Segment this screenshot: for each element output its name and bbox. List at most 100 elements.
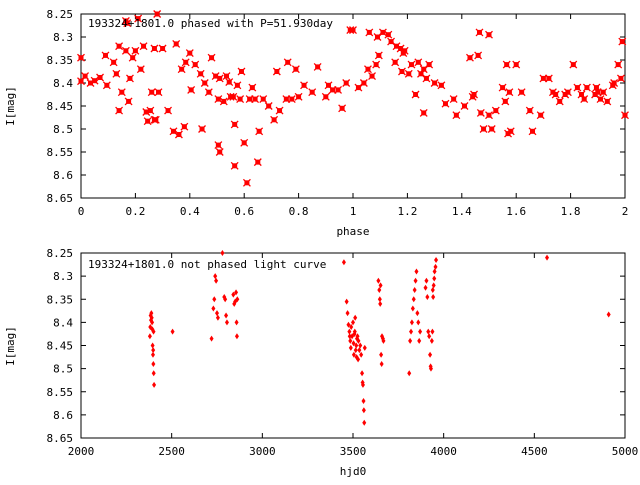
data-point	[379, 351, 384, 358]
data-point	[234, 333, 239, 340]
data-point	[185, 49, 194, 58]
data-point	[272, 67, 281, 76]
data-points	[147, 250, 611, 426]
data-point	[233, 81, 242, 90]
data-point	[222, 72, 231, 81]
data-point	[449, 95, 458, 104]
data-point	[351, 351, 356, 358]
data-point	[414, 268, 419, 275]
data-point	[237, 67, 246, 76]
data-point	[81, 72, 90, 81]
data-point	[376, 277, 381, 284]
data-point	[150, 342, 155, 349]
data-point	[411, 296, 416, 303]
data-point	[90, 76, 99, 85]
data-point	[418, 328, 423, 335]
y-tick-label: 8.35	[47, 54, 74, 67]
data-point	[582, 83, 591, 92]
data-point	[347, 333, 352, 340]
data-point	[470, 90, 478, 99]
data-point	[230, 120, 239, 129]
data-point	[344, 298, 349, 305]
data-point	[112, 69, 121, 78]
data-point	[77, 77, 85, 86]
data-point	[379, 361, 384, 367]
data-point	[225, 78, 234, 87]
data-point	[487, 125, 496, 133]
data-point	[431, 293, 436, 300]
data-point	[164, 106, 172, 115]
data-point	[353, 347, 358, 354]
data-point	[417, 337, 422, 344]
data-point	[308, 88, 317, 97]
data-point	[391, 58, 400, 67]
data-point	[414, 58, 423, 67]
data-point	[362, 419, 367, 426]
data-point	[400, 46, 409, 55]
data-point	[177, 65, 186, 74]
data-point	[378, 28, 387, 37]
data-point	[357, 347, 362, 354]
data-point	[378, 282, 383, 289]
y-tick-label: 8.4	[53, 316, 73, 329]
data-point	[180, 122, 189, 131]
y-tick-label: 8.5	[53, 363, 73, 376]
data-point	[139, 42, 148, 51]
data-point	[214, 277, 219, 284]
data-point	[361, 398, 366, 404]
data-point	[413, 277, 418, 284]
phased-plot-panel: 8.25 8.3 8.35 8.4 8.45 8.5 8.55 8.6 8.65 0 0.2 0.4…	[4, 8, 629, 238]
data-point	[253, 158, 262, 167]
x-tick-label: 5000	[612, 445, 639, 458]
x-tick-label: 0.8	[289, 205, 309, 218]
data-point	[416, 319, 421, 326]
y-axis-label: I[mag]	[4, 326, 17, 366]
data-point	[425, 60, 434, 69]
data-point	[431, 282, 436, 289]
data-point	[215, 314, 220, 321]
y-axis-ticks: 8.25 8.3 8.35 8.4 8.45 8.5 8.55 8.6 8.65	[47, 8, 625, 205]
data-point	[234, 289, 239, 296]
data-point	[460, 102, 469, 110]
data-point	[200, 79, 209, 87]
x-tick-label: 1.4	[452, 205, 472, 218]
data-point	[437, 81, 446, 90]
data-point	[425, 293, 430, 300]
y-tick-label: 8.65	[47, 192, 74, 205]
data-point	[377, 287, 382, 293]
data-point	[152, 381, 157, 388]
data-point	[154, 88, 163, 97]
data-point	[349, 26, 357, 35]
y-tick-label: 8.3	[53, 31, 73, 44]
data-point	[134, 14, 143, 23]
data-point	[606, 311, 611, 318]
data-point	[147, 333, 152, 340]
data-point	[229, 92, 238, 101]
data-point	[215, 148, 224, 156]
data-point	[512, 60, 521, 69]
data-point	[368, 72, 376, 81]
data-point	[169, 127, 178, 136]
x-axis-ticks: 0 0.2 0.4 0.6 0.8 1 1.2 1.4 1.6 1.8 2	[78, 14, 628, 218]
data-point	[174, 130, 183, 139]
data-point	[150, 351, 155, 358]
data-point	[215, 310, 219, 317]
data-point	[207, 53, 216, 62]
data-point	[128, 53, 137, 62]
data-point	[433, 263, 438, 270]
data-point	[349, 324, 354, 330]
data-point	[146, 106, 155, 115]
y-tick-label: 8.5	[53, 123, 73, 136]
data-point	[356, 356, 361, 363]
data-point	[264, 102, 273, 110]
data-point	[338, 104, 347, 113]
data-point	[153, 10, 162, 18]
data-point	[346, 321, 351, 328]
data-point	[149, 314, 154, 321]
data-point	[334, 85, 342, 94]
data-point	[353, 314, 358, 321]
data-point	[196, 69, 205, 78]
data-point	[475, 28, 484, 37]
data-point	[214, 141, 223, 150]
